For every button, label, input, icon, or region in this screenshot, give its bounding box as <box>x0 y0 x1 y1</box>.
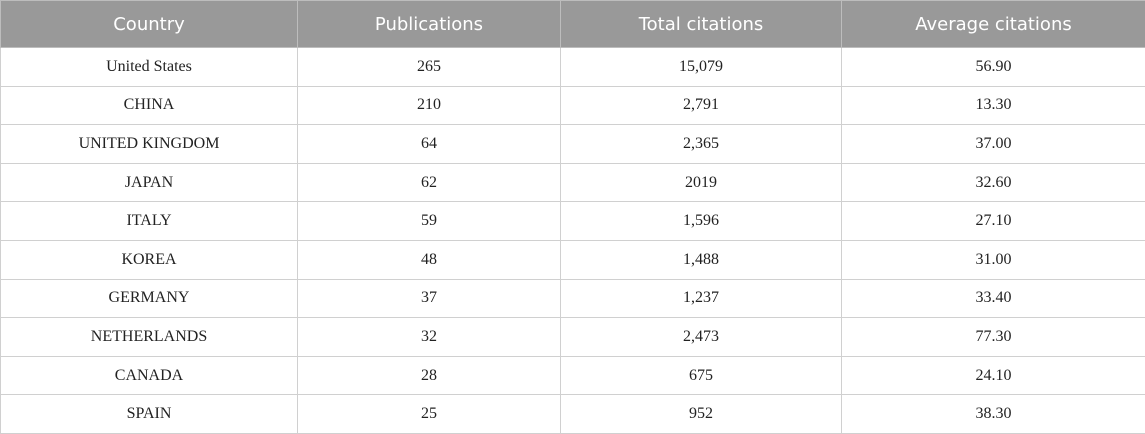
country-cell: United States <box>1 48 298 87</box>
average-citations-cell: 37.00 <box>842 125 1145 164</box>
publications-cell: 25 <box>298 395 561 434</box>
total-citations-cell: 675 <box>561 356 842 395</box>
total-citations-cell: 2019 <box>561 163 842 202</box>
publications-cell: 265 <box>298 48 561 87</box>
average-citations-cell: 32.60 <box>842 163 1145 202</box>
total-citations-cell: 1,237 <box>561 279 842 318</box>
average-citations-cell: 27.10 <box>842 202 1145 241</box>
country-cell: ITALY <box>1 202 298 241</box>
table-row: CANADA 28 675 24.10 <box>1 356 1145 395</box>
average-citations-cell: 31.00 <box>842 240 1145 279</box>
country-cell: CANADA <box>1 356 298 395</box>
total-citations-cell: 15,079 <box>561 48 842 87</box>
header-row: Country Publications Total citations Ave… <box>1 1 1145 48</box>
total-citations-cell: 1,488 <box>561 240 842 279</box>
average-citations-cell: 77.30 <box>842 318 1145 357</box>
average-citations-cell: 56.90 <box>842 48 1145 87</box>
country-cell: KOREA <box>1 240 298 279</box>
total-citations-cell: 2,473 <box>561 318 842 357</box>
publications-cell: 28 <box>298 356 561 395</box>
publications-cell: 48 <box>298 240 561 279</box>
average-citations-cell: 13.30 <box>842 86 1145 125</box>
total-citations-cell: 1,596 <box>561 202 842 241</box>
total-citations-cell: 2,791 <box>561 86 842 125</box>
table-header: Country Publications Total citations Ave… <box>1 1 1145 48</box>
table-row: CHINA 210 2,791 13.30 <box>1 86 1145 125</box>
country-cell: CHINA <box>1 86 298 125</box>
publications-cell: 64 <box>298 125 561 164</box>
average-citations-cell: 24.10 <box>842 356 1145 395</box>
table-row: UNITED KINGDOM 64 2,365 37.00 <box>1 125 1145 164</box>
table-body: United States 265 15,079 56.90 CHINA 210… <box>1 48 1145 434</box>
total-citations-cell: 2,365 <box>561 125 842 164</box>
publications-cell: 59 <box>298 202 561 241</box>
country-cell: JAPAN <box>1 163 298 202</box>
publications-cell: 32 <box>298 318 561 357</box>
publications-cell: 210 <box>298 86 561 125</box>
publications-cell: 62 <box>298 163 561 202</box>
table-row: GERMANY 37 1,237 33.40 <box>1 279 1145 318</box>
publications-cell: 37 <box>298 279 561 318</box>
country-cell: SPAIN <box>1 395 298 434</box>
table-row: SPAIN 25 952 38.30 <box>1 395 1145 434</box>
country-cell: NETHERLANDS <box>1 318 298 357</box>
table-row: ITALY 59 1,596 27.10 <box>1 202 1145 241</box>
country-cell: GERMANY <box>1 279 298 318</box>
average-citations-cell: 38.30 <box>842 395 1145 434</box>
total-citations-cell: 952 <box>561 395 842 434</box>
country-cell: UNITED KINGDOM <box>1 125 298 164</box>
table-row: JAPAN 62 2019 32.60 <box>1 163 1145 202</box>
average-citations-cell: 33.40 <box>842 279 1145 318</box>
header-country: Country <box>1 1 298 48</box>
table-row: NETHERLANDS 32 2,473 77.30 <box>1 318 1145 357</box>
table-row: KOREA 48 1,488 31.00 <box>1 240 1145 279</box>
header-average-citations: Average citations <box>842 1 1145 48</box>
header-publications: Publications <box>298 1 561 48</box>
table-row: United States 265 15,079 56.90 <box>1 48 1145 87</box>
header-total-citations: Total citations <box>561 1 842 48</box>
